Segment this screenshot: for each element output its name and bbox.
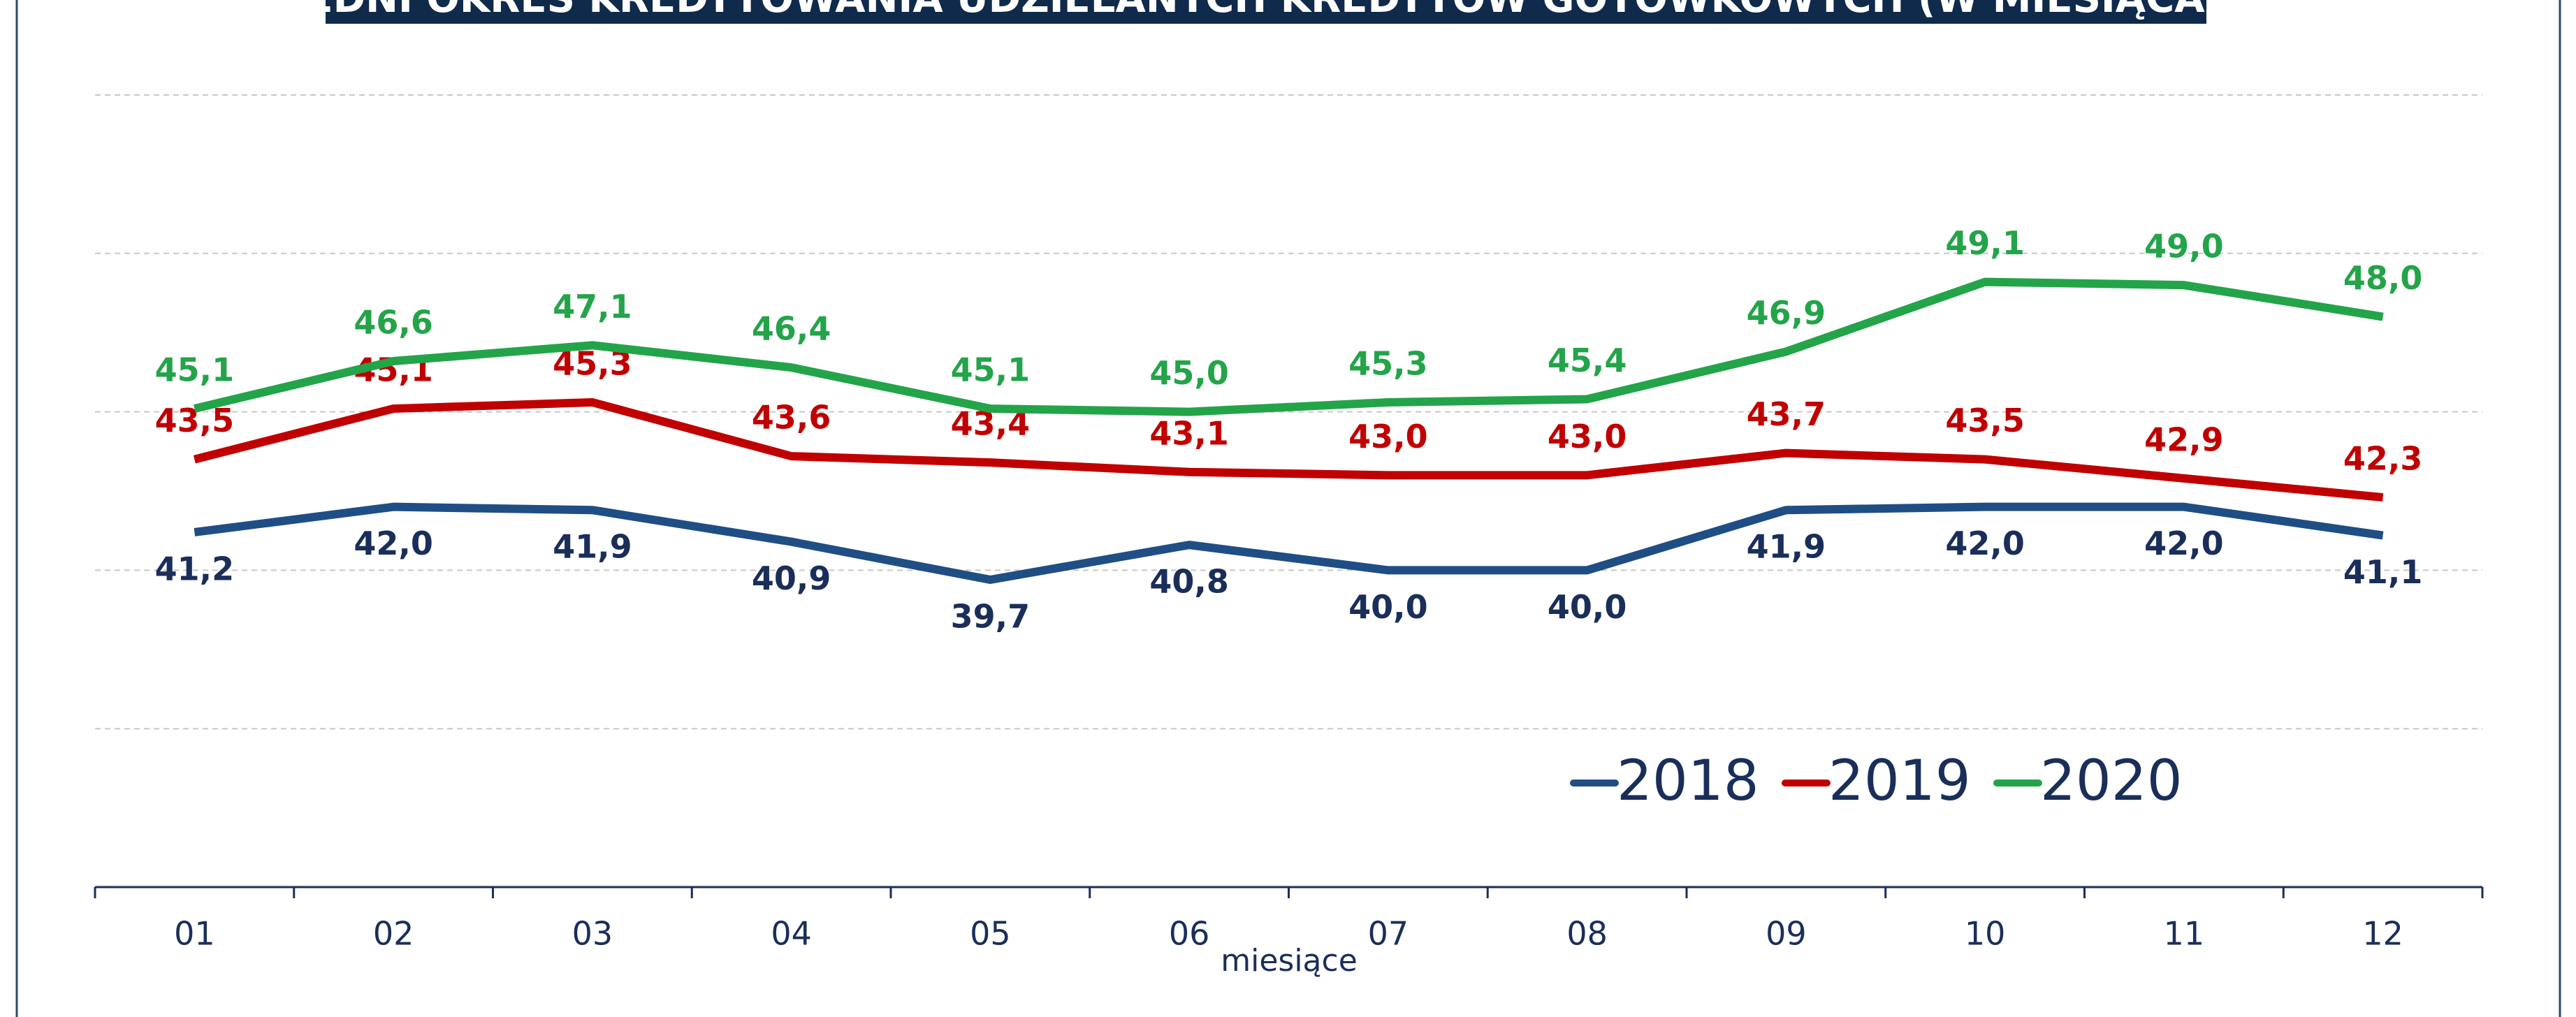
data-label: 42,3 [2343,440,2423,478]
x-axis-label: miesiące [1221,943,1358,979]
data-label: 43,0 [1348,418,1428,455]
data-label: 46,4 [752,310,831,348]
data-label: 41,1 [2343,553,2423,591]
data-label: 43,5 [1945,402,2025,439]
x-tick-label: 05 [970,915,1011,953]
data-label: 49,0 [2144,228,2224,265]
data-label: 45,0 [1149,354,1229,392]
x-tick-label: 11 [2164,915,2205,953]
legend-label: 2019 [1828,748,1971,813]
x-tick-label: 08 [1566,915,1608,953]
data-label: 45,3 [1348,344,1428,382]
data-label: 40,0 [1548,588,1627,626]
data-label: 49,1 [1945,224,2025,262]
x-tick-label: 02 [373,915,414,953]
data-label: 42,0 [354,525,433,562]
data-label: 39,7 [951,598,1031,636]
data-label: 46,9 [1747,294,1826,332]
x-tick-label: 06 [1169,915,1210,953]
data-label: 43,7 [1747,395,1826,433]
x-tick-label: 07 [1368,915,1409,953]
data-label: 40,0 [1348,588,1428,626]
data-label: 47,1 [553,288,632,325]
title-banner [326,0,2206,24]
data-label: 46,6 [354,304,433,342]
data-label: 43,6 [752,399,831,437]
x-tick-label: 09 [1766,915,1807,953]
series-line [193,397,2384,502]
data-label: 41,2 [155,550,235,587]
data-label: 45,1 [155,351,235,389]
data-label: 43,0 [1548,418,1627,455]
data-label: 43,1 [1149,414,1229,452]
x-tick-label: 03 [572,915,613,953]
legend-label: 2020 [2040,748,2183,813]
data-label: 42,0 [2144,525,2224,562]
data-label: 42,0 [1945,525,2025,562]
series-line [194,502,2384,585]
chart-title: ŚREDNI OKRES KREDYTOWANIA UDZIELANYCH KR… [248,0,2284,22]
x-tick-label: 12 [2362,915,2403,953]
data-label: 41,9 [1747,528,1826,566]
legend-label: 2018 [1617,748,1759,813]
data-label: 48,0 [2343,259,2423,297]
series-line [193,277,2384,416]
x-tick-label: 04 [771,915,812,953]
data-label: 40,8 [1149,563,1229,601]
data-label: 45,4 [1548,342,1627,379]
data-label: 45,1 [951,351,1031,389]
data-label: 40,9 [752,559,831,597]
data-label: 41,9 [553,528,632,566]
x-tick-label: 01 [174,915,215,953]
x-tick-label: 10 [1965,915,2006,953]
data-label: 42,9 [2144,420,2224,458]
